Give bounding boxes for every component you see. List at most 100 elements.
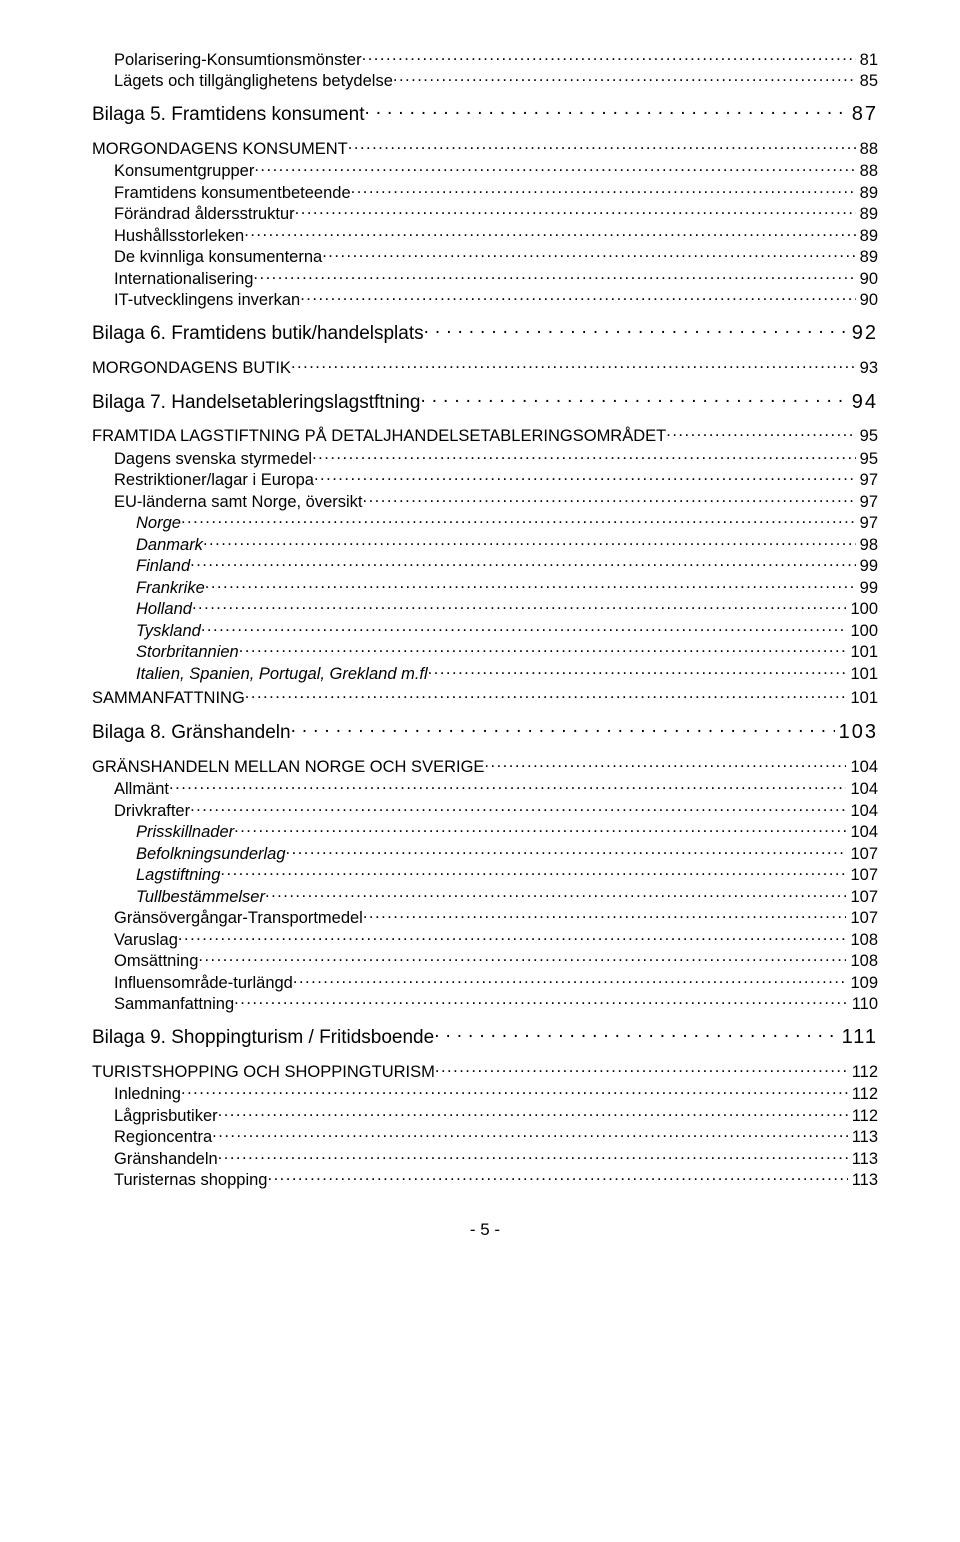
toc-entry: Turisternas shopping113 [92, 1169, 878, 1191]
toc-entry-label: Holland [136, 600, 192, 619]
toc-leader-dots [239, 641, 847, 658]
toc-entry-label: Turisternas shopping [114, 1171, 267, 1190]
toc-entry-label: Italien, Spanien, Portugal, Grekland m.f… [136, 665, 428, 684]
toc-entry-label: Bilaga 6. Framtidens butik/handelsplats [92, 323, 424, 345]
toc-entry: Sammanfattning110 [92, 993, 878, 1015]
toc-entry-page: 104 [846, 780, 878, 799]
toc-entry-page: 101 [846, 689, 878, 708]
toc-leader-dots [295, 203, 856, 220]
toc-leader-dots [312, 447, 856, 464]
toc-entry-page: 97 [856, 514, 878, 533]
toc-entry-label: Dagens svenska styrmedel [114, 450, 312, 469]
toc-entry: GRÄNSHANDELN MELLAN NORGE OCH SVERIGE104 [92, 755, 878, 777]
toc-leader-dots [192, 598, 847, 615]
toc-leader-dots [169, 778, 846, 795]
toc-entry: Restriktioner/lagar i Europa97 [92, 469, 878, 491]
toc-entry-page: 108 [846, 931, 878, 950]
toc-leader-dots [190, 799, 846, 816]
toc-entry-label: Hushållsstorleken [114, 227, 244, 246]
toc-leader-dots [218, 1104, 848, 1121]
toc-leader-dots [234, 821, 846, 838]
toc-leader-dots [364, 101, 847, 120]
toc-entry-label: Bilaga 8. Gränshandeln [92, 722, 291, 744]
toc-entry-page: 100 [846, 600, 878, 619]
toc-entry-page: 101 [846, 665, 878, 684]
toc-entry-label: Framtidens konsumentbeteende [114, 184, 351, 203]
toc-leader-dots [363, 490, 856, 507]
toc-entry: TURISTSHOPPING OCH SHOPPINGTURISM112 [92, 1060, 878, 1082]
toc-entry-label: De kvinnliga konsumenterna [114, 248, 322, 267]
toc-entry: Influensområde-turlängd109 [92, 971, 878, 993]
toc-entry-page: 93 [856, 359, 878, 378]
toc-entry: Storbritannien 101 [92, 641, 878, 663]
toc-leader-dots [286, 842, 847, 859]
toc-entry: Dagens svenska styrmedel95 [92, 447, 878, 469]
toc-leader-dots [666, 425, 855, 442]
toc-entry: Allmänt104 [92, 778, 878, 800]
toc-leader-dots [362, 48, 856, 65]
toc-entry-page: 107 [846, 909, 878, 928]
toc-entry-label: Lägets och tillgänglighetens betydelse [114, 72, 393, 91]
toc-entry-page: 92 [848, 322, 878, 345]
toc-entry-page: 89 [856, 184, 878, 203]
toc-entry-label: Lågprisbutiker [114, 1107, 218, 1126]
toc-entry-label: Befolkningsunderlag [136, 845, 286, 864]
toc-entry: Holland 100 [92, 598, 878, 620]
toc-leader-dots [234, 993, 848, 1010]
toc-entry-page: 88 [856, 140, 878, 159]
toc-entry-label: MORGONDAGENS BUTIK [92, 359, 291, 378]
toc-entry: EU-länderna samt Norge, översikt 97 [92, 490, 878, 512]
toc-entry-label: Varuslag [114, 931, 178, 950]
toc-entry-page: 112 [848, 1085, 878, 1104]
toc-entry: Framtidens konsumentbeteende 89 [92, 181, 878, 203]
toc-leader-dots [205, 576, 856, 593]
toc-leader-dots [212, 1126, 848, 1143]
toc-leader-dots [291, 719, 835, 738]
toc-entry-page: 107 [846, 866, 878, 885]
toc-entry-label: Finland [136, 557, 190, 576]
toc-entry: Danmark98 [92, 533, 878, 555]
toc-entry-label: Bilaga 5. Framtidens konsument [92, 104, 364, 126]
toc-entry-label: Danmark [136, 536, 203, 555]
toc-entry-page: 101 [846, 643, 878, 662]
toc-entry-page: 88 [856, 162, 878, 181]
toc-entry-label: Sammanfattning [114, 995, 234, 1014]
toc-leader-dots [314, 469, 856, 486]
toc-entry: Tullbestämmelser107 [92, 885, 878, 907]
toc-leader-dots [293, 971, 847, 988]
toc-entry: Frankrike99 [92, 576, 878, 598]
toc-leader-dots [300, 289, 855, 306]
toc-leader-dots [424, 320, 848, 339]
toc-leader-dots [393, 70, 856, 87]
toc-leader-dots [291, 356, 856, 373]
toc-entry-label: Storbritannien [136, 643, 239, 662]
toc-entry-label: EU-länderna samt Norge, översikt [114, 493, 363, 512]
toc-entry: Polarisering-Konsumtionsmönster81 [92, 48, 878, 70]
toc-entry-label: Gränsövergångar-Transportmedel [114, 909, 363, 928]
toc-entry-page: 108 [846, 952, 878, 971]
toc-entry-page: 97 [856, 493, 878, 512]
toc-leader-dots [245, 687, 847, 704]
toc-entry-label: Omsättning [114, 952, 198, 971]
toc-leader-dots [435, 1060, 848, 1077]
toc-leader-dots [220, 864, 846, 881]
toc-leader-dots [348, 137, 856, 154]
toc-entry: Gränshandeln113 [92, 1147, 878, 1169]
toc-entry: Internationalisering90 [92, 267, 878, 289]
toc-entry-label: Bilaga 9. Shoppingturism / Fritidsboende [92, 1027, 434, 1049]
toc-entry-page: 113 [848, 1150, 878, 1169]
toc-entry: Lagstiftning107 [92, 864, 878, 886]
toc-leader-dots [363, 907, 847, 924]
toc-entry: Hushållsstorleken89 [92, 224, 878, 246]
toc-entry-label: Regioncentra [114, 1128, 212, 1147]
toc-leader-dots [351, 181, 856, 198]
toc-entry-page: 95 [856, 427, 878, 446]
toc-entry-label: Prisskillnader [136, 823, 234, 842]
table-of-contents: Polarisering-Konsumtionsmönster81 Lägets … [92, 48, 878, 1190]
toc-entry: Inledning112 [92, 1083, 878, 1105]
toc-leader-dots [322, 246, 855, 263]
toc-entry: Italien, Spanien, Portugal, Grekland m.f… [92, 662, 878, 684]
toc-entry-page: 104 [846, 758, 878, 777]
toc-leader-dots [254, 160, 855, 177]
toc-entry-page: 90 [856, 270, 878, 289]
